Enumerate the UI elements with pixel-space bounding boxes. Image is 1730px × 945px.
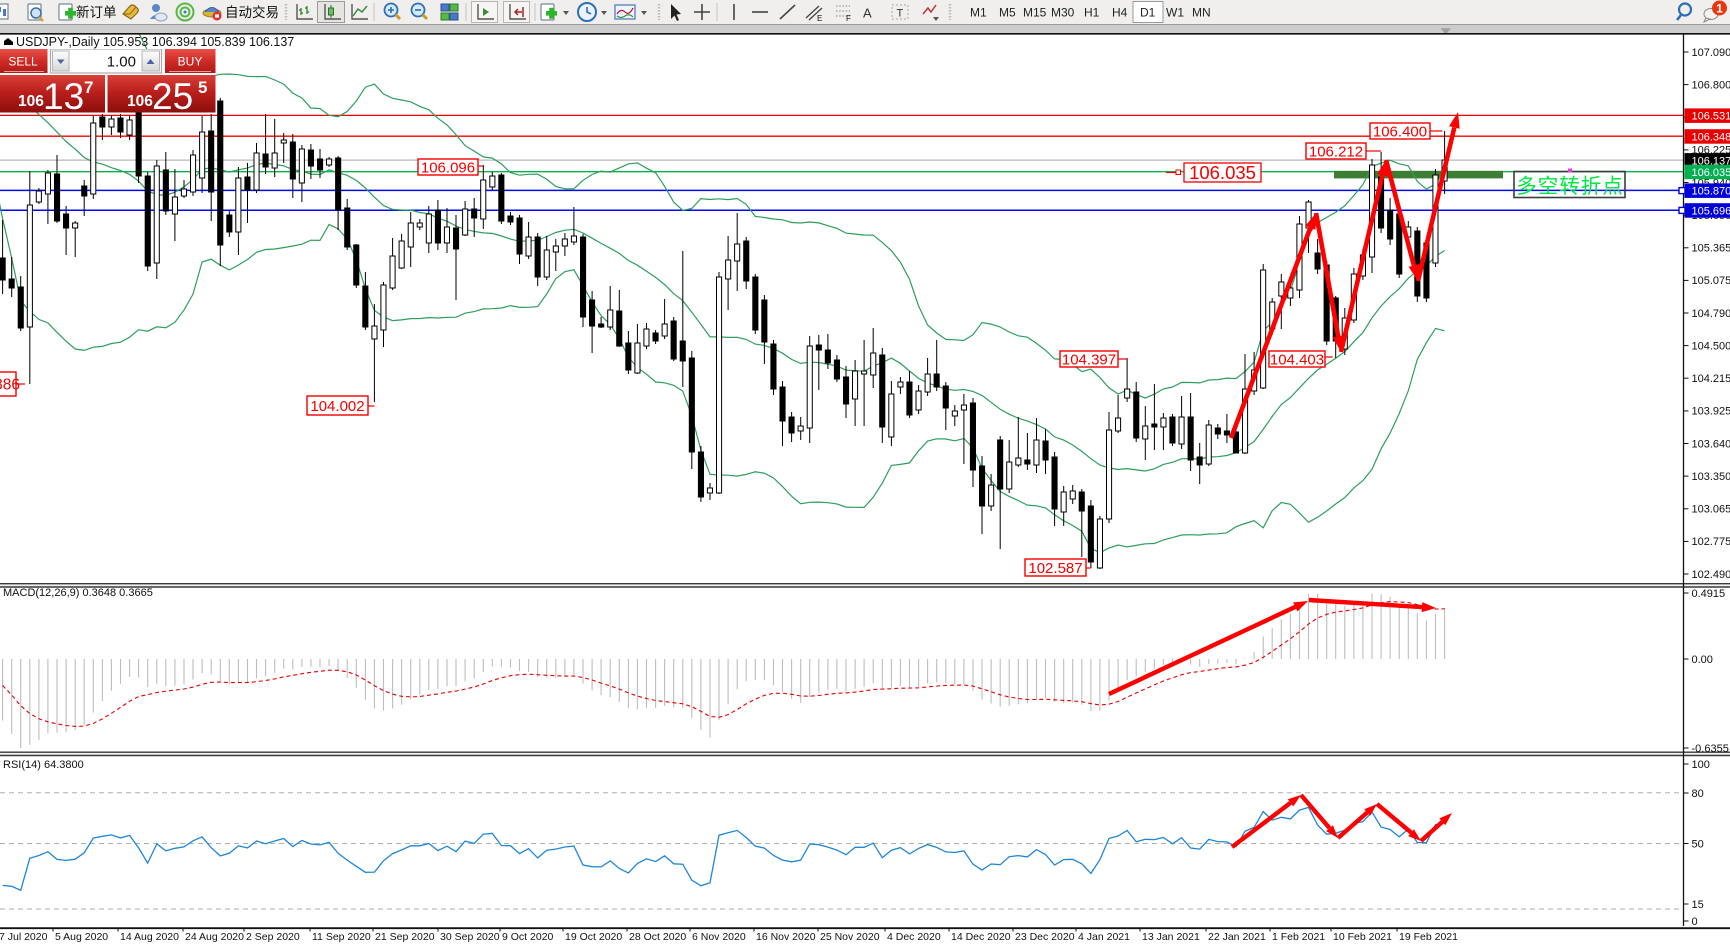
svg-text:E: E: [817, 14, 822, 23]
svg-text:50: 50: [1692, 838, 1704, 850]
svg-text:102.490: 102.490: [1692, 569, 1730, 581]
svg-text:103.350: 103.350: [1692, 471, 1730, 483]
svg-text:25: 25: [152, 76, 193, 113]
svg-text:106.400: 106.400: [1373, 123, 1427, 140]
svg-text:F: F: [846, 14, 851, 23]
svg-text:103.065: 103.065: [1692, 504, 1730, 516]
svg-text:RSI(14) 64.3800: RSI(14) 64.3800: [3, 759, 84, 771]
svg-text:28 Oct 2020: 28 Oct 2020: [629, 931, 686, 943]
svg-text:106.212: 106.212: [1309, 143, 1363, 160]
svg-text:SELL: SELL: [8, 55, 38, 69]
svg-text:105.365: 105.365: [1692, 243, 1730, 255]
svg-text:H4: H4: [1112, 6, 1128, 20]
svg-text:D1: D1: [1140, 6, 1156, 20]
svg-text:13: 13: [43, 76, 84, 113]
svg-text:106.035: 106.035: [1189, 162, 1256, 183]
svg-text:-0.6355: -0.6355: [1692, 743, 1729, 755]
svg-text:104.403: 104.403: [1270, 351, 1324, 368]
svg-text:4 Dec 2020: 4 Dec 2020: [887, 931, 941, 943]
svg-text:25 Nov 2020: 25 Nov 2020: [820, 931, 880, 943]
svg-text:14 Dec 2020: 14 Dec 2020: [951, 931, 1011, 943]
svg-text:1.00: 1.00: [107, 54, 136, 71]
svg-text:15: 15: [1692, 899, 1704, 911]
svg-text:106.348: 106.348: [1692, 131, 1730, 143]
svg-text:13 Jan 2021: 13 Jan 2021: [1142, 931, 1200, 943]
svg-text:24 Aug 2020: 24 Aug 2020: [185, 931, 244, 943]
svg-text:0.00: 0.00: [1692, 654, 1713, 666]
svg-text:106.531: 106.531: [1692, 111, 1730, 123]
svg-text:105.870: 105.870: [1692, 186, 1730, 198]
svg-text:4 Jan 2021: 4 Jan 2021: [1078, 931, 1130, 943]
svg-text:H1: H1: [1084, 6, 1100, 20]
svg-text:104.397: 104.397: [1062, 351, 1116, 368]
svg-text:1: 1: [1716, 2, 1723, 16]
svg-text:自动交易: 自动交易: [225, 4, 279, 20]
svg-text:W1: W1: [1166, 6, 1184, 20]
svg-text:5 Aug 2020: 5 Aug 2020: [55, 931, 108, 943]
svg-text:M5: M5: [999, 6, 1016, 20]
svg-text:103.925: 103.925: [1692, 406, 1730, 418]
svg-text:102.587: 102.587: [1028, 560, 1082, 577]
svg-text:106.137: 106.137: [1692, 155, 1730, 167]
svg-text:11 Sep 2020: 11 Sep 2020: [312, 931, 371, 943]
svg-text:106.096: 106.096: [421, 159, 475, 176]
svg-text:106: 106: [18, 93, 44, 110]
svg-text:21 Sep 2020: 21 Sep 2020: [375, 931, 435, 943]
svg-text:A: A: [863, 6, 872, 21]
svg-text:2 Sep 2020: 2 Sep 2020: [246, 931, 300, 943]
svg-text:104.002: 104.002: [310, 398, 364, 415]
svg-text:102.775: 102.775: [1692, 536, 1730, 548]
svg-text:USDJPY-,Daily 105.953 106.394: USDJPY-,Daily 105.953 106.394 105.839 10…: [16, 35, 294, 49]
svg-text:106.035: 106.035: [1692, 167, 1730, 179]
svg-text:103.640: 103.640: [1692, 438, 1730, 450]
svg-text:6 Nov 2020: 6 Nov 2020: [692, 931, 746, 943]
svg-text:MN: MN: [1192, 6, 1211, 20]
svg-text:106: 106: [127, 93, 153, 110]
svg-text:5: 5: [198, 78, 207, 97]
svg-text:9 Oct 2020: 9 Oct 2020: [502, 931, 554, 943]
svg-text:10 Feb 2021: 10 Feb 2021: [1333, 931, 1392, 943]
svg-text:多空转折点: 多空转折点: [1516, 175, 1624, 198]
svg-text:M1: M1: [970, 6, 987, 20]
svg-text:0: 0: [1692, 916, 1698, 928]
svg-text:7 Jul 2020: 7 Jul 2020: [0, 931, 48, 943]
svg-text:105.075: 105.075: [1692, 275, 1730, 287]
svg-text:104.215: 104.215: [1692, 373, 1730, 385]
svg-text:103.886: 103.886: [0, 377, 20, 394]
svg-text:107.090: 107.090: [1692, 47, 1730, 59]
svg-text:T: T: [897, 8, 904, 20]
svg-text:23 Dec 2020: 23 Dec 2020: [1015, 931, 1075, 943]
svg-text:1 Feb 2021: 1 Feb 2021: [1272, 931, 1325, 943]
svg-text:106.800: 106.800: [1692, 79, 1730, 91]
svg-text:22 Jan 2021: 22 Jan 2021: [1208, 931, 1266, 943]
svg-text:0.4915: 0.4915: [1692, 588, 1726, 600]
svg-text:新订单: 新订单: [76, 5, 117, 20]
svg-text:M15: M15: [1023, 6, 1047, 20]
svg-text:104.790: 104.790: [1692, 308, 1730, 320]
svg-text:MACD(12,26,9) 0.3648 0.3665: MACD(12,26,9) 0.3648 0.3665: [3, 587, 153, 599]
svg-text:7: 7: [84, 78, 93, 97]
svg-text:104.500: 104.500: [1692, 340, 1730, 352]
svg-text:M30: M30: [1051, 6, 1075, 20]
svg-text:100: 100: [1692, 759, 1710, 771]
svg-text:30 Sep 2020: 30 Sep 2020: [440, 931, 500, 943]
svg-text:19 Oct 2020: 19 Oct 2020: [565, 931, 622, 943]
svg-text:80: 80: [1692, 788, 1704, 800]
svg-text:19 Feb 2021: 19 Feb 2021: [1399, 931, 1458, 943]
svg-text:BUY: BUY: [178, 55, 203, 69]
svg-text:14 Aug 2020: 14 Aug 2020: [120, 931, 179, 943]
svg-text:16 Nov 2020: 16 Nov 2020: [756, 931, 816, 943]
svg-text:105.696: 105.696: [1692, 205, 1730, 217]
